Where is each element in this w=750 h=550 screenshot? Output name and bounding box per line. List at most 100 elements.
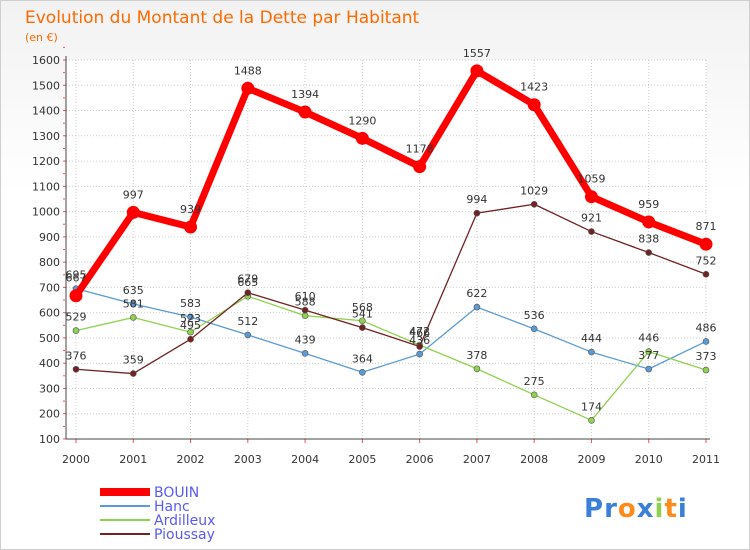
series-line-hanc [75, 288, 707, 373]
data-label-pioussay: 921 [581, 212, 602, 225]
data-label-pioussay: 838 [638, 233, 659, 246]
data-label-bouin: 1557 [463, 47, 491, 60]
series-line-ardilleux [75, 295, 707, 421]
data-label-bouin: 1394 [291, 88, 319, 101]
data-point-pioussay [645, 249, 653, 256]
data-label-hanc: 583 [180, 297, 201, 310]
logo-letter: o [618, 494, 637, 524]
data-label-bouin: 871 [696, 220, 717, 233]
logo-letter: t [664, 494, 677, 524]
data-label-bouin: 1059 [577, 173, 605, 186]
y-tick-label: 1600 [32, 54, 60, 67]
legend-label-pioussay: Pioussay [154, 527, 215, 543]
y-tick-label: 500 [39, 332, 60, 345]
data-point-bouin [584, 190, 598, 204]
data-label-hanc: 436 [409, 334, 430, 347]
data-point-hanc [359, 368, 366, 376]
data-point-hanc [530, 325, 538, 333]
data-label-hanc: 364 [352, 352, 373, 365]
logo-letter: r [604, 494, 618, 524]
data-point-hanc [187, 313, 194, 321]
data-point-hanc [129, 300, 137, 308]
x-tick-label: 2008 [520, 453, 548, 466]
x-tick-label: 2003 [234, 453, 262, 466]
legend-label-hanc: Hanc [154, 499, 190, 515]
data-label-ardilleux: 588 [295, 296, 316, 309]
data-point-ardilleux [645, 348, 653, 355]
data-label-hanc: 695 [66, 269, 87, 282]
y-tick-label: 700 [39, 281, 60, 294]
data-point-bouin [298, 105, 312, 119]
y-tick-label: 1300 [32, 130, 60, 143]
data-label-ardilleux: 373 [696, 350, 717, 363]
chart-title: Evolution du Montant de la Dette par Hab… [25, 8, 420, 28]
data-label-bouin: 667 [66, 272, 87, 285]
y-tick-label: 1000 [32, 206, 60, 219]
data-label-hanc: 622 [466, 287, 487, 300]
x-tick-label: 2010 [635, 453, 663, 466]
data-label-pioussay: 610 [295, 290, 316, 303]
data-label-hanc: 377 [638, 349, 659, 362]
x-tick-label: 2006 [406, 453, 434, 466]
data-label-hanc: 536 [524, 309, 545, 322]
x-tick-label: 2002 [177, 453, 205, 466]
data-label-ardilleux: 665 [237, 276, 258, 289]
data-point-pioussay [244, 289, 252, 297]
data-point-pioussay [187, 335, 194, 343]
data-point-hanc [588, 348, 595, 356]
data-label-hanc: 439 [295, 333, 316, 346]
data-point-pioussay [702, 270, 710, 278]
data-label-hanc: 444 [581, 332, 602, 345]
data-label-ardilleux: 568 [352, 301, 373, 314]
x-tick-label: 2009 [577, 453, 605, 466]
y-tick-label: 400 [39, 357, 60, 370]
legend-label-bouin: BOUIN [154, 485, 199, 501]
data-label-pioussay: 679 [237, 273, 258, 286]
plot-area [66, 60, 706, 439]
data-point-ardilleux [473, 365, 481, 373]
data-point-ardilleux [588, 417, 595, 424]
data-point-ardilleux [530, 391, 538, 399]
data-label-bouin: 939 [180, 203, 201, 216]
data-point-ardilleux [702, 366, 710, 374]
y-tick-label: 900 [39, 231, 60, 244]
data-label-bouin: 997 [123, 188, 144, 201]
data-label-hanc: 512 [237, 315, 258, 328]
data-label-pioussay: 752 [696, 254, 717, 267]
data-labels: 667 997 939 1488 1394 1290 1178 1557 1423 1059 959… [66, 47, 717, 413]
proxiti-logo: Proxiti [584, 494, 688, 524]
data-point-pioussay [301, 306, 309, 314]
data-point-bouin [355, 131, 369, 145]
data-label-ardilleux: 174 [581, 400, 602, 413]
data-point-bouin [527, 98, 541, 112]
y-tick-label: 200 [39, 408, 60, 421]
data-point-hanc [416, 350, 423, 358]
data-point-hanc [473, 303, 481, 311]
data-point-bouin [413, 160, 427, 174]
data-point-pioussay [416, 343, 423, 350]
logo-letter: i [655, 494, 665, 524]
data-point-pioussay [530, 200, 538, 208]
data-label-ardilleux: 581 [123, 297, 144, 310]
data-point-bouin [241, 81, 255, 95]
data-point-hanc [244, 331, 252, 339]
data-label-ardilleux: 378 [466, 349, 487, 362]
y-tick-label: 1400 [32, 105, 60, 118]
grid [66, 59, 707, 440]
logo-letter: x [637, 494, 655, 524]
data-point-pioussay [129, 370, 137, 377]
logo-letter: i [678, 494, 688, 524]
chart-subtitle: (en €) [25, 31, 58, 44]
data-label-pioussay: 359 [123, 354, 144, 367]
axes: 100 200 300 400 500 600 700 800 900 1000 1100 1200 1… [32, 46, 720, 466]
data-point-bouin [699, 237, 713, 251]
x-tick-label: 2007 [463, 453, 491, 466]
data-label-bouin: 1488 [234, 64, 262, 77]
data-label-pioussay: 541 [352, 308, 373, 321]
data-point-hanc [301, 350, 309, 357]
data-label-bouin: 1423 [520, 81, 548, 94]
data-label-ardilleux: 472 [409, 325, 430, 338]
data-label-hanc: 635 [123, 284, 144, 297]
